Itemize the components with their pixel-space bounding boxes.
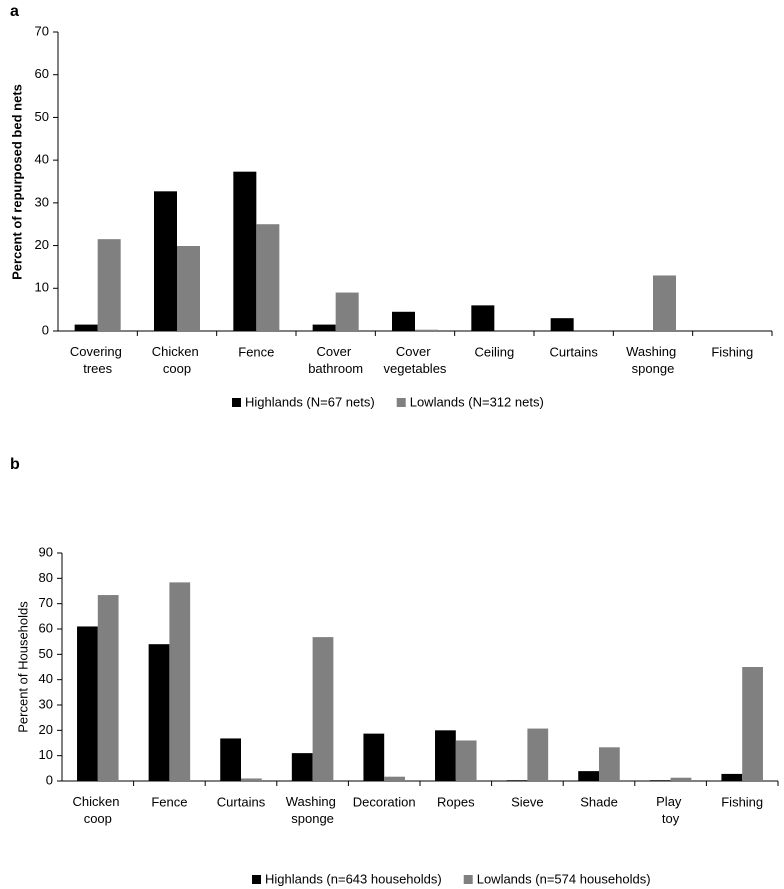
x-tick-label: Ropes	[437, 794, 475, 809]
bar	[670, 777, 692, 781]
y-tick-label: 90	[39, 544, 53, 559]
bar	[233, 171, 257, 331]
legend-swatch	[463, 875, 473, 884]
bar	[312, 637, 334, 781]
x-tick-label: Chicken coop	[152, 344, 203, 376]
y-tick-label: 50	[39, 646, 53, 661]
bar	[471, 305, 495, 331]
y-tick-label: 70	[39, 595, 53, 610]
bar	[578, 771, 599, 781]
bar	[391, 311, 415, 331]
bar	[435, 730, 456, 781]
y-tick-label: 40	[39, 671, 53, 686]
legend-label: Highlands (N=67 nets)	[245, 394, 375, 409]
y-tick-label: 0	[46, 772, 53, 787]
bar	[335, 292, 359, 331]
x-tick-label: Chicken coop	[73, 794, 124, 826]
bar	[291, 753, 313, 781]
y-tick-label: 30	[39, 696, 53, 711]
bar	[363, 733, 385, 781]
bar	[169, 582, 191, 781]
bar	[153, 191, 177, 331]
panel-label: a	[10, 3, 19, 20]
y-tick-label: 0	[42, 322, 49, 337]
y-tick-label: 30	[35, 194, 49, 209]
bar	[599, 747, 620, 781]
bar	[506, 780, 528, 781]
x-tick-label: Washing sponge	[286, 794, 340, 826]
x-tick-label: Fishing	[721, 794, 763, 809]
x-tick-label: Cover bathroom	[308, 344, 363, 376]
x-tick-label: Fence	[238, 344, 274, 359]
y-tick-label: 50	[35, 109, 49, 124]
y-axis-title: Percent of repurposed bed nets	[9, 84, 24, 280]
legend-label: Lowlands (N=312 nets)	[410, 394, 544, 409]
x-tick-label: Ceiling	[474, 344, 514, 359]
bar	[742, 667, 763, 781]
legend-swatch	[252, 875, 261, 884]
bar	[415, 329, 439, 331]
y-tick-label: 10	[39, 747, 53, 762]
x-tick-label: Fishing	[711, 344, 753, 359]
x-tick-label: Shade	[580, 794, 618, 809]
panel-label: b	[10, 456, 20, 473]
legend-swatch	[232, 398, 241, 407]
bar	[384, 776, 405, 781]
y-tick-label: 40	[35, 152, 49, 167]
x-tick-label: Decoration	[353, 794, 416, 809]
bar	[455, 740, 477, 781]
y-tick-label: 70	[35, 23, 49, 38]
y-tick-label: 20	[35, 237, 49, 252]
bar	[721, 773, 743, 781]
bar	[177, 245, 201, 331]
bar	[527, 728, 549, 781]
bar	[653, 275, 677, 331]
y-axis-title: Percent of Households	[15, 601, 30, 733]
bar	[74, 324, 98, 331]
y-tick-label: 80	[39, 570, 53, 585]
x-tick-label: Sieve	[511, 794, 544, 809]
bar	[220, 738, 241, 781]
bar	[97, 595, 119, 781]
x-tick-label: Curtains	[549, 344, 598, 359]
bar	[97, 239, 121, 331]
legend-swatch	[396, 398, 406, 407]
bar	[312, 324, 336, 331]
bar	[649, 780, 671, 781]
x-tick-label: Curtains	[217, 794, 266, 809]
legend-label: Lowlands (n=574 households)	[477, 871, 651, 886]
x-tick-label: Fence	[151, 794, 187, 809]
x-tick-label: Washing sponge	[626, 344, 680, 376]
bar	[256, 224, 280, 331]
legend-label: Highlands (n=643 households)	[265, 871, 442, 886]
x-tick-label: Covering trees	[70, 344, 126, 376]
y-tick-label: 10	[35, 280, 49, 295]
x-tick-label: Cover vegetables	[384, 344, 447, 376]
bar	[241, 778, 262, 781]
y-tick-label: 60	[39, 620, 53, 635]
bar	[77, 626, 98, 781]
y-tick-label: 60	[35, 66, 49, 81]
y-tick-label: 20	[39, 722, 53, 737]
x-tick-label: Play toy	[656, 794, 685, 826]
bar	[550, 318, 574, 331]
bar	[148, 644, 170, 781]
